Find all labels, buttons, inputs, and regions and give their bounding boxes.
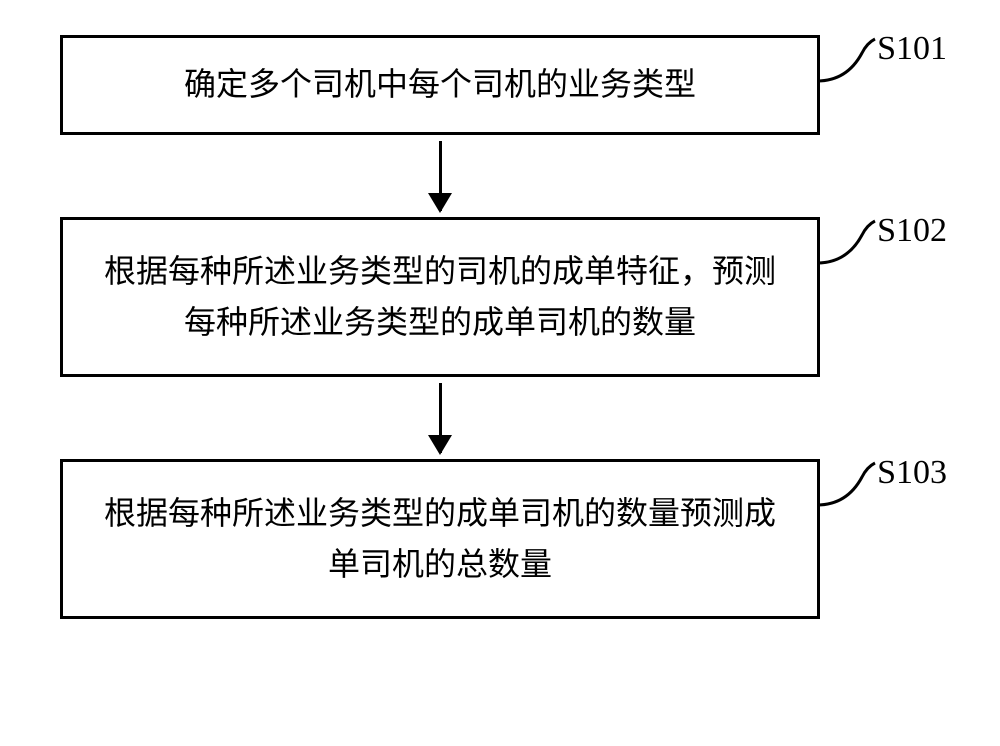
flow-step-s101: S101 确定多个司机中每个司机的业务类型 [60,35,820,135]
step-label-s102: S102 [877,212,947,250]
label-connector-s103 [817,457,877,507]
step-label-s101: S101 [877,30,947,68]
flow-step-s103: S103 根据每种所述业务类型的成单司机的数量预测成单司机的总数量 [60,459,820,619]
label-connector-s101 [817,33,877,83]
arrow-2-3 [439,383,442,453]
arrow-1-2 [439,141,442,211]
label-connector-s102 [817,215,877,265]
step-text-s102: 根据每种所述业务类型的司机的成单特征，预测每种所述业务类型的成单司机的数量 [93,246,787,348]
flow-step-s102: S102 根据每种所述业务类型的司机的成单特征，预测每种所述业务类型的成单司机的… [60,217,820,377]
step-text-s103: 根据每种所述业务类型的成单司机的数量预测成单司机的总数量 [93,488,787,590]
step-text-s101: 确定多个司机中每个司机的业务类型 [184,59,696,110]
flowchart-container: S101 确定多个司机中每个司机的业务类型 S102 根据每种所述业务类型的司机… [60,35,820,619]
step-label-s103: S103 [877,454,947,492]
